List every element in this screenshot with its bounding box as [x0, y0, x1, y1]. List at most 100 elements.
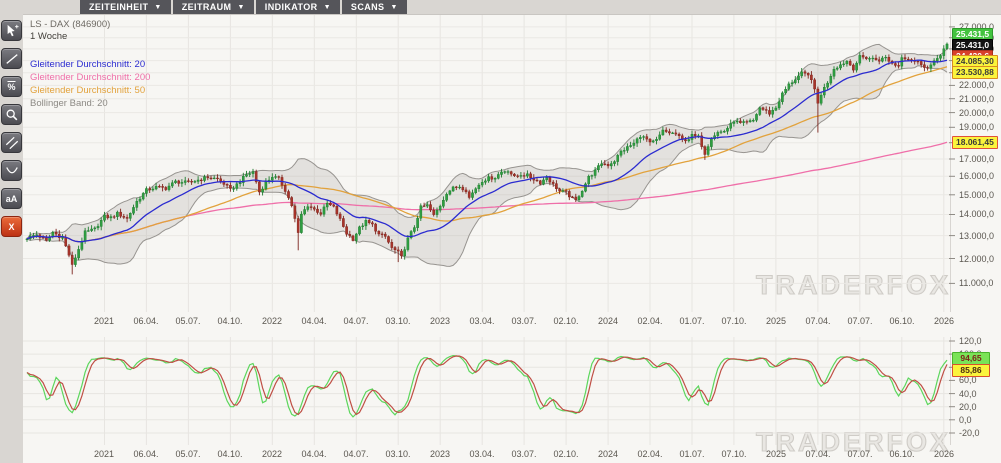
cursor-icon: [7, 24, 19, 36]
chevron-down-icon: ▼: [154, 3, 162, 11]
tool-text-button[interactable]: aA: [1, 188, 22, 209]
price-badge: 23.530,88: [952, 66, 998, 79]
tool-percent-button[interactable]: %: [1, 76, 22, 97]
time-axis-label: 2025: [765, 316, 787, 326]
price-axis-tick-label: 16.000,0: [959, 171, 995, 181]
tool-magnifier-button[interactable]: [1, 104, 22, 125]
tool-parallel-lines-button[interactable]: [1, 132, 22, 153]
time-axis-label: 06.04.: [133, 316, 159, 326]
legend-item[interactable]: Gleitender Durchschnitt: 50: [30, 85, 146, 96]
timeframe-label: 1 Woche: [30, 31, 68, 42]
menu-buttons: ZEITEINHEIT ▼ ZEITRAUM ▼ INDIKATOR ▼ SCANS ▼: [80, 0, 407, 14]
price-axis-tick-label: 19.000,0: [959, 122, 995, 132]
oscillator-axis-tick-label: 100,0: [959, 349, 982, 359]
bollinger-band-fill: [27, 44, 947, 267]
price-axis-tick-label: 15.000,0: [959, 190, 995, 200]
legend-item[interactable]: Gleitender Durchschnitt: 200: [30, 72, 151, 83]
top-menubar: ZEITEINHEIT ▼ ZEITRAUM ▼ INDIKATOR ▼ SCANS ▼: [0, 0, 1001, 15]
price-badge: 25.431,0: [952, 39, 994, 52]
price-axis-tick-label: 11.000,0: [959, 278, 994, 288]
legend-item[interactable]: Bollinger Band: 20: [30, 98, 108, 109]
time-axis-label: 2024: [597, 316, 619, 326]
chevron-down-icon: ▼: [237, 3, 245, 11]
time-axis-label: 02.04.: [637, 316, 663, 326]
price-axis-tick-label: 12.000,0: [959, 254, 995, 264]
time-axis-label: 04.04.: [301, 316, 327, 326]
magnifier-icon: [6, 109, 17, 120]
time-axis-label: 03.07.: [511, 449, 537, 459]
menu-label: INDIKATOR: [264, 2, 318, 12]
price-axis-tick-label: 17.000,0: [959, 154, 995, 164]
drawing-tools-sidebar: % aA X: [0, 14, 23, 463]
time-axis-label: 2022: [261, 316, 283, 326]
price-axis-tick-label: 26.000,0: [959, 33, 995, 43]
time-axis-label: 03.07.: [511, 316, 537, 326]
time-axis-label: 2026: [933, 316, 955, 326]
time-axis-label: 05.07.: [175, 316, 201, 326]
price-axis-tick-label: 23.000,0: [959, 68, 995, 78]
sma200-line: [26, 141, 948, 243]
time-axis-label: 07.10.: [721, 316, 747, 326]
time-axis-label: 2023: [429, 316, 451, 326]
oscillator-axis-tick-label: 60,0: [959, 375, 977, 385]
time-axis-label: 07.07.: [847, 316, 873, 326]
tool-cursor-button[interactable]: [1, 20, 22, 41]
time-axis-label: 2024: [597, 449, 619, 459]
oscillator-value-badge: 94,65: [952, 352, 990, 365]
sma50-line: [26, 66, 948, 243]
tool-arc-button[interactable]: [1, 160, 22, 181]
time-axis-label: 02.10.: [553, 316, 579, 326]
time-axis-label: 06.04.: [133, 449, 159, 459]
chevron-down-icon: ▼: [323, 3, 331, 11]
price-axis-tick-label: 27.000,0: [959, 22, 995, 32]
trendline-icon: [5, 53, 18, 64]
price-axis-tick-label: 24.000,0: [959, 56, 995, 66]
bollinger-upper: [26, 43, 948, 240]
menu-label: ZEITRAUM: [181, 2, 232, 12]
oscillator-fast-line: [26, 354, 948, 418]
price-badge: 24.430,6: [952, 50, 994, 63]
time-axis-label: 03.10.: [385, 316, 411, 326]
oscillator-axis-tick-label: -20,0: [959, 428, 980, 438]
time-axis-label: 2022: [261, 449, 283, 459]
time-axis-label: 02.10.: [553, 449, 579, 459]
time-axis-label: 01.07.: [679, 449, 705, 459]
price-axis-tick-label: 13.000,0: [959, 231, 995, 241]
menu-label: ZEITEINHEIT: [89, 2, 149, 12]
instrument-title: LS - DAX (846900): [30, 19, 111, 30]
menu-zeiteinheit-button[interactable]: ZEITEINHEIT ▼: [80, 0, 171, 14]
time-axis-label: 2021: [93, 316, 115, 326]
indicator-legend: Gleitender Durchschnitt: 20 Gleitender Du…: [30, 58, 150, 110]
traderfox-watermark: TRADERFOX: [755, 426, 951, 457]
arc-icon: [5, 166, 18, 173]
oscillator-value-badge: 85,86: [952, 364, 990, 377]
time-axis-label: 07.04.: [805, 316, 831, 326]
price-badge: 25.431,5: [952, 28, 994, 41]
time-axis-label: 03.04.: [469, 316, 495, 326]
oscillator-axis-tick-label: 80,0: [959, 362, 977, 372]
time-axis-label: 03.10.: [385, 449, 411, 459]
price-badge: 24.085,30: [952, 55, 998, 68]
legend-item[interactable]: Gleitender Durchschnitt: 20: [30, 59, 146, 70]
parallel-lines-icon: [5, 136, 18, 149]
tool-trendline-button[interactable]: [1, 48, 22, 69]
time-axis-label: 06.10.: [889, 316, 915, 326]
time-axis-label: 04.07.: [343, 316, 369, 326]
price-axis-tick-label: 18.000,0: [959, 138, 995, 148]
time-axis-label: 04.10.: [217, 449, 243, 459]
menu-scans-button[interactable]: SCANS ▼: [341, 0, 407, 14]
oscillator-axis-tick-label: 40,0: [959, 389, 977, 399]
oscillator-slow-line: [26, 355, 948, 416]
menu-indikator-button[interactable]: INDIKATOR ▼: [255, 0, 340, 14]
tool-close-button[interactable]: X: [1, 216, 22, 237]
menu-zeitraum-button[interactable]: ZEITRAUM ▼: [172, 0, 254, 14]
price-axis-tick-label: 14.000,0: [959, 209, 995, 219]
sma20-line: [26, 59, 948, 243]
menu-label: SCANS: [350, 2, 385, 12]
price-axis-tick-label: 25.000,0: [959, 44, 995, 54]
time-axis-label: 04.04.: [301, 449, 327, 459]
time-axis-label: 07.10.: [721, 449, 747, 459]
time-axis-label: 01.07.: [679, 316, 705, 326]
